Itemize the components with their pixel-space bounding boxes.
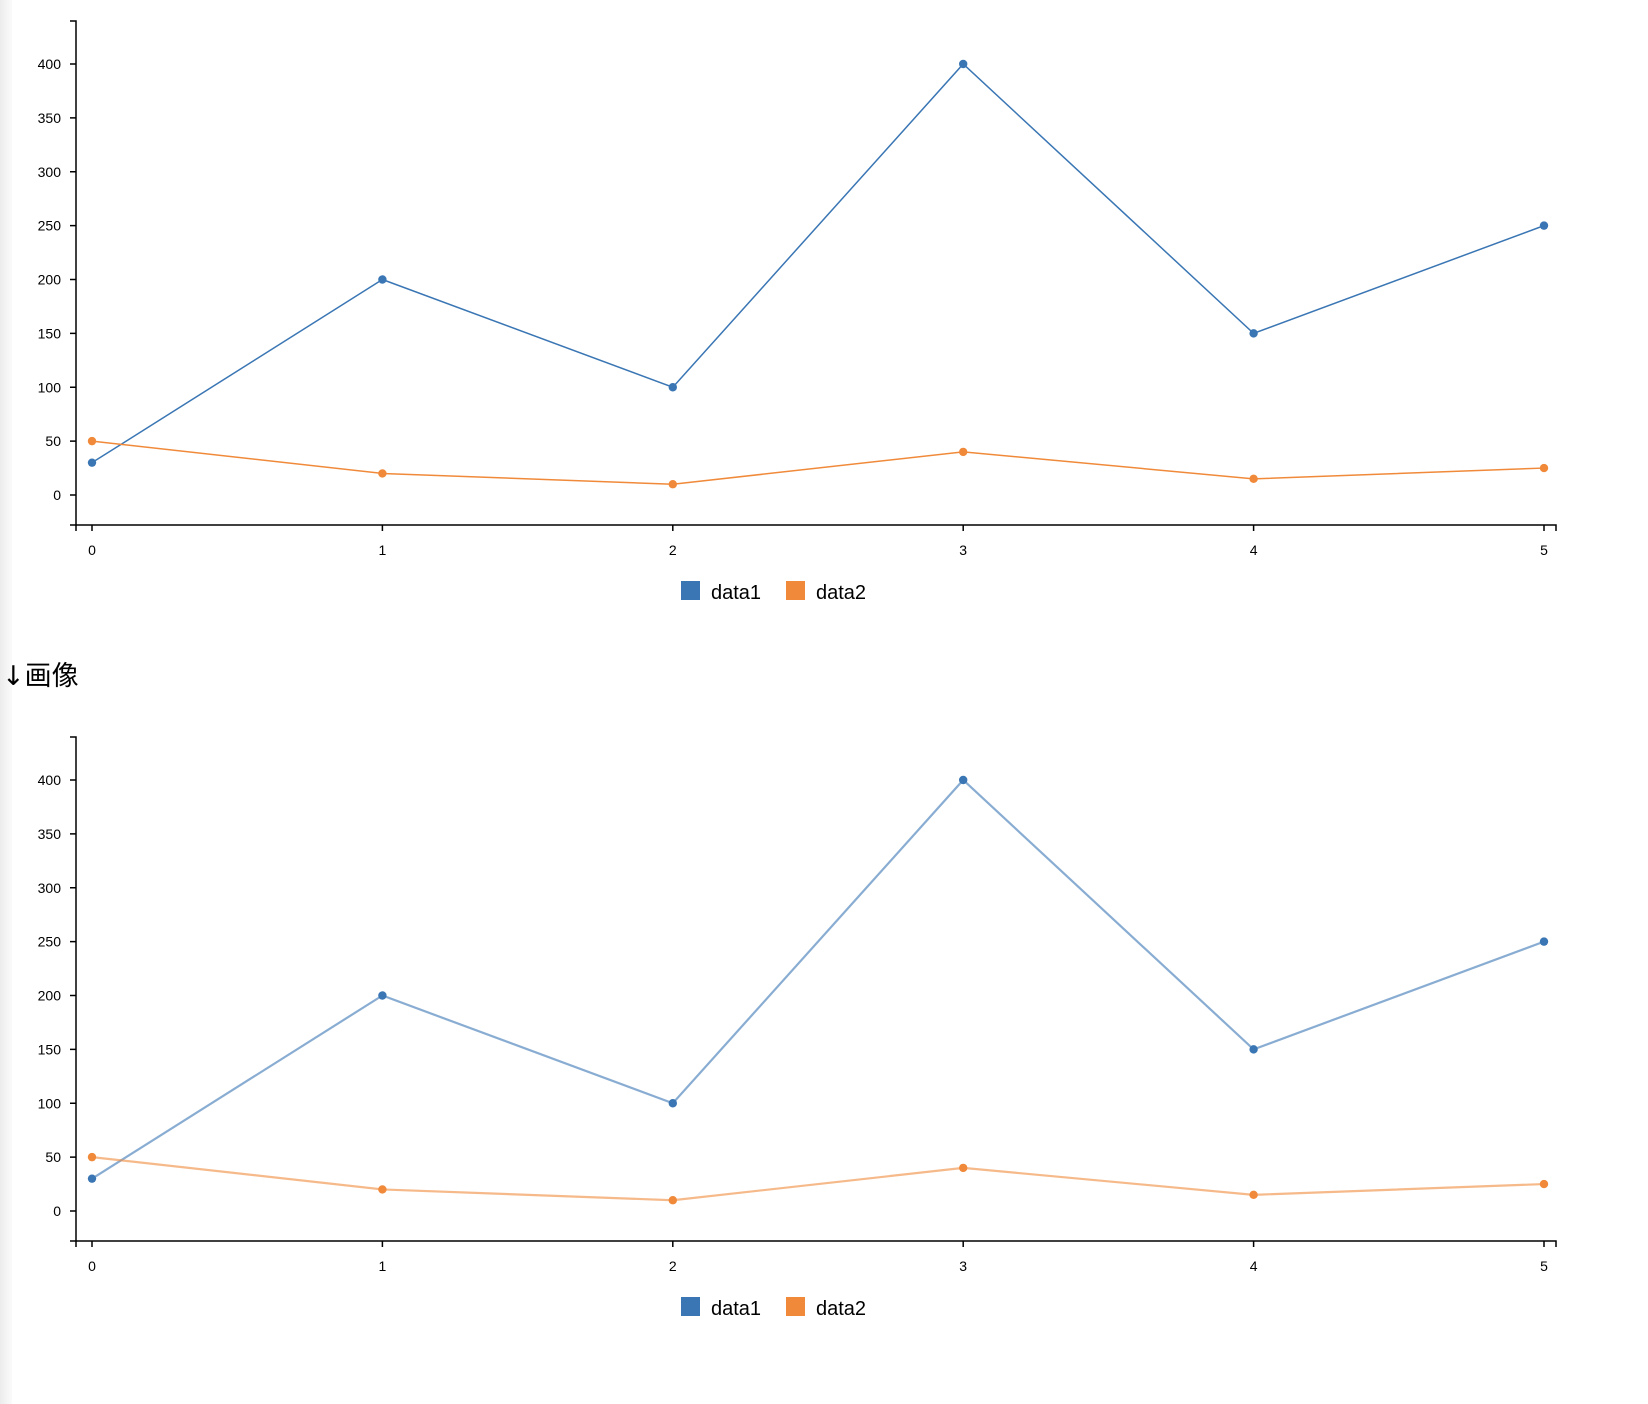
line-chart-bottom: 0 50 100 150 200 250 300 350 400 0 1 2 3 4 5 data1 data2: [38, 736, 1557, 1320]
x-tick-label: 5: [1540, 542, 1548, 558]
y-tick-label: 150: [38, 325, 62, 341]
data-point-data1: [378, 275, 387, 284]
section-heading-image: ↓画像: [2, 661, 79, 692]
legend-item-data1[interactable]: data1: [681, 1297, 761, 1320]
x-tick-label: 4: [1250, 1258, 1258, 1274]
legend: data1 data2: [681, 581, 866, 604]
legend-label-data1: data1: [711, 582, 761, 604]
data-point-data1: [959, 775, 968, 785]
x-tick-label: 3: [959, 1258, 967, 1274]
x-tick-label: 0: [88, 1258, 96, 1274]
x-tick-label: 3: [959, 542, 967, 558]
line-chart-top: 0 50 100 150 200 250 300 350 400 0 1 2 3 4 5 data1 data2: [38, 20, 1557, 604]
y-tick-label: 300: [38, 164, 62, 180]
y-tick-label: 200: [38, 272, 62, 288]
data-point-data1: [1539, 937, 1549, 946]
x-axis-line: [75, 1240, 1557, 1247]
y-tick-label: 350: [38, 826, 62, 842]
data-point-data2: [1539, 463, 1549, 473]
y-tick-label: 50: [45, 433, 61, 449]
data-point-data2: [87, 1152, 97, 1162]
series-line-data1: [91, 62, 1545, 464]
y-tick-label: 250: [38, 934, 62, 950]
left-edge-shade: [0, 0, 12, 1404]
data-point-data2: [378, 469, 387, 478]
series-line-data2: [91, 440, 1545, 485]
series-data2: [87, 436, 1549, 489]
legend-label-data2: data2: [816, 1298, 866, 1320]
y-axis-line: [70, 20, 77, 526]
x-tick-label: 4: [1250, 542, 1258, 558]
y-axis-line: [70, 736, 77, 1242]
data-point-data1: [378, 991, 387, 1000]
legend-item-data2[interactable]: data2: [786, 1297, 866, 1320]
legend: data1 data2: [681, 1297, 866, 1320]
y-tick-label: 0: [53, 487, 61, 503]
data-point-data2: [959, 447, 968, 457]
y-tick-label: 0: [53, 1203, 61, 1219]
x-tick-label: 2: [669, 542, 677, 558]
series-line-data2: [91, 1156, 1545, 1202]
y-tick-label: 200: [38, 988, 62, 1004]
data-point-data1: [1249, 329, 1258, 338]
x-axis-line: [75, 524, 1557, 531]
data-point-data2: [87, 436, 97, 446]
x-tick-label: 0: [88, 542, 96, 558]
data-point-data2: [1249, 1190, 1258, 1200]
series-data1: [87, 775, 1549, 1183]
legend-swatch-data2: [786, 581, 805, 600]
data-point-data2: [668, 480, 677, 489]
x-tick-label: 1: [379, 542, 387, 558]
legend-label-data1: data1: [711, 1298, 761, 1320]
legend-swatch-data2: [786, 1297, 805, 1316]
x-axis: 0 1 2 3 4 5: [75, 524, 1557, 558]
y-tick-label: 250: [38, 218, 62, 234]
data-point-data1: [1539, 221, 1549, 230]
data-point-data1: [668, 383, 677, 392]
data-point-data1: [668, 1099, 677, 1108]
y-axis: 0 50 100 150 200 250 300 350 400: [38, 20, 77, 526]
y-tick-label: 350: [38, 110, 62, 126]
data-point-data1: [87, 458, 97, 467]
x-tick-label: 2: [669, 1258, 677, 1274]
data-point-data2: [959, 1163, 968, 1173]
x-tick-label: 1: [379, 1258, 387, 1274]
y-tick-label: 100: [38, 1095, 62, 1111]
y-tick-label: 150: [38, 1041, 62, 1057]
data-point-data1: [959, 59, 968, 69]
legend-label-data2: data2: [816, 582, 866, 604]
y-tick-label: 400: [38, 772, 62, 788]
legend-item-data1[interactable]: data1: [681, 581, 761, 604]
data-point-data2: [1249, 474, 1258, 484]
x-tick-label: 5: [1540, 1258, 1548, 1274]
legend-item-data2[interactable]: data2: [786, 581, 866, 604]
y-tick-label: 50: [45, 1149, 61, 1165]
y-tick-label: 100: [38, 379, 62, 395]
data-point-data1: [1249, 1045, 1258, 1054]
y-tick-label: 300: [38, 880, 62, 896]
data-point-data2: [1539, 1179, 1549, 1189]
x-axis: 0 1 2 3 4 5: [75, 1240, 1557, 1274]
legend-swatch-data1: [681, 581, 700, 600]
data-point-data2: [668, 1196, 677, 1205]
series-data1: [87, 59, 1549, 467]
legend-swatch-data1: [681, 1297, 700, 1316]
data-point-data2: [378, 1185, 387, 1194]
series-line-data1: [91, 778, 1545, 1180]
series-data2: [87, 1152, 1549, 1205]
y-tick-label: 400: [38, 56, 62, 72]
y-axis: 0 50 100 150 200 250 300 350 400: [38, 736, 77, 1242]
data-point-data1: [87, 1174, 97, 1183]
